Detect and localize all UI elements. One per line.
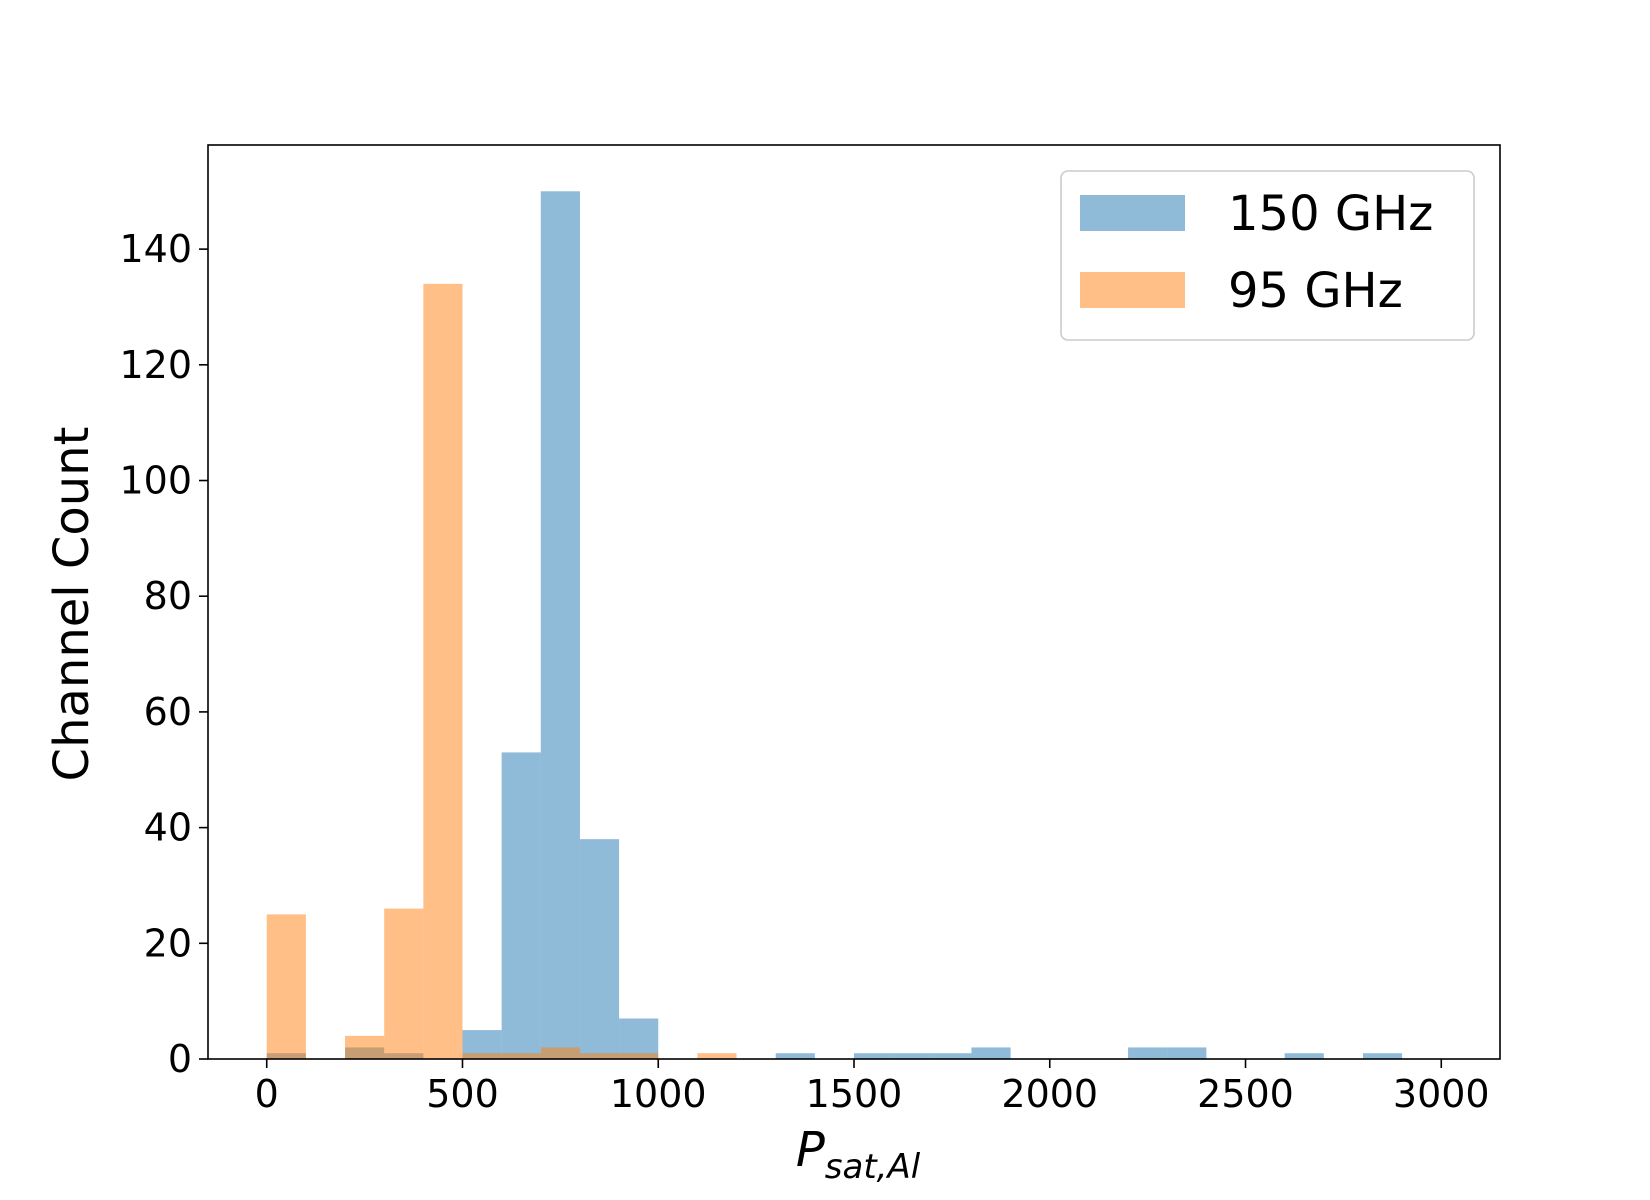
x-tick-label-1000: 1000 <box>610 1072 707 1116</box>
legend-label-150ghz: 150 GHz <box>1228 186 1433 242</box>
y-tick-label-60: 60 <box>144 690 192 734</box>
axis-ticks: 0 500 1000 1500 2000 2500 3000 0 20 40 60 80 100 120 1… <box>119 227 1489 1116</box>
bar-150ghz-2600 <box>1284 1053 1324 1059</box>
y-tick-label-140: 140 <box>119 227 192 271</box>
y-tick-label-80: 80 <box>144 574 192 618</box>
bar-150ghz-900 <box>619 1018 659 1059</box>
x-tick-label-500: 500 <box>426 1072 499 1116</box>
bar-150ghz-700 <box>540 191 580 1059</box>
bar-150ghz-2200 <box>1128 1047 1168 1059</box>
x-axis-label-base: P <box>796 1122 825 1178</box>
bar-150ghz-1300 <box>775 1053 815 1059</box>
bar-95ghz-200 <box>345 1035 385 1059</box>
x-tick-label-0: 0 <box>255 1072 279 1116</box>
x-axis-label: Psat,Al <box>796 1122 921 1187</box>
y-tick-label-100: 100 <box>119 459 192 503</box>
y-tick-label-0: 0 <box>168 1037 192 1081</box>
bar-150ghz-2800 <box>1362 1053 1403 1059</box>
bar-95ghz-900 <box>619 1053 659 1059</box>
bar-150ghz-1800 <box>971 1047 1011 1059</box>
bar-150ghz-1500 <box>854 1053 894 1059</box>
x-tick-label-1500: 1500 <box>806 1072 903 1116</box>
bar-150ghz-800 <box>579 839 620 1059</box>
bar-150ghz-1600 <box>893 1053 933 1059</box>
legend-swatch-95ghz <box>1080 272 1185 308</box>
x-tick-label-2500: 2500 <box>1197 1072 1294 1116</box>
bar-150ghz-2300 <box>1167 1047 1207 1059</box>
legend-label-95ghz: 95 GHz <box>1228 263 1403 319</box>
x-tick-label-2000: 2000 <box>1001 1072 1098 1116</box>
x-tick-label-3000: 3000 <box>1393 1072 1490 1116</box>
plot-area-frame <box>207 144 1501 1060</box>
histogram-bars <box>266 191 1403 1059</box>
bar-150ghz-600 <box>501 752 541 1059</box>
bar-95ghz-600 <box>501 1053 541 1059</box>
bar-95ghz-700 <box>540 1047 580 1059</box>
y-tick-label-40: 40 <box>144 806 192 850</box>
bar-95ghz-800 <box>579 1053 620 1059</box>
bar-150ghz-1700 <box>932 1053 972 1059</box>
bar-95ghz-0 <box>266 914 306 1059</box>
bar-95ghz-500 <box>462 1053 502 1059</box>
x-axis-label-subscript: sat,Al <box>825 1147 921 1187</box>
legend-swatch-150ghz <box>1080 195 1185 231</box>
y-tick-label-20: 20 <box>144 921 192 965</box>
legend: 150 GHz 95 GHz <box>1060 170 1475 341</box>
bar-95ghz-400 <box>423 283 463 1059</box>
y-tick-label-120: 120 <box>119 343 192 387</box>
y-axis-label: Channel Count <box>44 427 100 782</box>
bar-95ghz-1100 <box>697 1053 737 1059</box>
bar-95ghz-300 <box>384 908 424 1059</box>
